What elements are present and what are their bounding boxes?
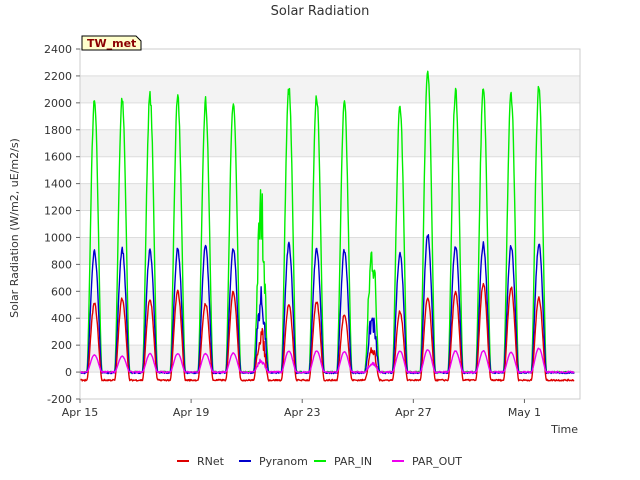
x-tick-label: Apr 15: [62, 406, 99, 419]
station-badge-text: TW_met: [87, 37, 136, 50]
y-tick-label: 2200: [44, 70, 72, 83]
plot-band: [80, 291, 580, 319]
y-tick-label: 400: [51, 312, 72, 325]
series-layer: [79, 70, 575, 382]
y-tick-label: 1600: [44, 151, 72, 164]
y-axis-ticks: -200 0 200 400 600 800 1000 1200 1400 1600 1800 200…: [44, 43, 80, 406]
series-line-par-out: [79, 347, 575, 374]
plot-band: [80, 129, 580, 157]
legend-item-par-in: PAR_IN: [314, 455, 372, 468]
y-tick-label: 800: [51, 258, 72, 271]
legend-item-pyranom: Pyranom: [239, 455, 308, 468]
station-badge: TW_met: [81, 35, 142, 51]
y-axis-label: Solar Radiation (W/m2, uE/m2/s): [8, 138, 21, 318]
y-tick-label: 200: [51, 339, 72, 352]
plot-band: [80, 183, 580, 211]
legend-item-rnet: RNet: [177, 455, 225, 468]
legend-item-par-out: PAR_OUT: [392, 455, 462, 468]
x-axis-ticks: Apr 15 Apr 19 Apr 23 Apr 27 May 1: [62, 399, 541, 419]
y-tick-label: 600: [51, 285, 72, 298]
y-tick-label: -200: [47, 393, 72, 406]
plot-band: [80, 237, 580, 265]
plot-bands: [80, 75, 580, 373]
legend-label: RNet: [197, 455, 225, 468]
x-tick-label: Apr 27: [395, 406, 432, 419]
series-line-rnet: [79, 282, 575, 382]
legend-label: Pyranom: [259, 455, 308, 468]
legend: RNet Pyranom PAR_IN PAR_OUT: [177, 455, 462, 468]
x-tick-label: Apr 19: [173, 406, 210, 419]
y-tick-label: 1000: [44, 231, 72, 244]
legend-label: PAR_IN: [334, 455, 372, 468]
y-tick-label: 2000: [44, 97, 72, 110]
station-badge-box: [81, 35, 142, 51]
y-tick-label: 1400: [44, 178, 72, 191]
plot-band: [80, 345, 580, 373]
legend-label: PAR_OUT: [412, 455, 462, 468]
chart-title: Solar Radiation: [271, 4, 370, 19]
y-tick-label: 2400: [44, 43, 72, 56]
x-axis-label: Time: [550, 423, 578, 436]
plot-band: [80, 75, 580, 103]
x-tick-label: Apr 23: [284, 406, 321, 419]
plot-frame: [79, 48, 581, 400]
y-tick-label: 1800: [44, 124, 72, 137]
y-tick-label: 0: [65, 366, 72, 379]
x-tick-label: May 1: [508, 406, 541, 419]
y-tick-label: 1200: [44, 205, 72, 218]
